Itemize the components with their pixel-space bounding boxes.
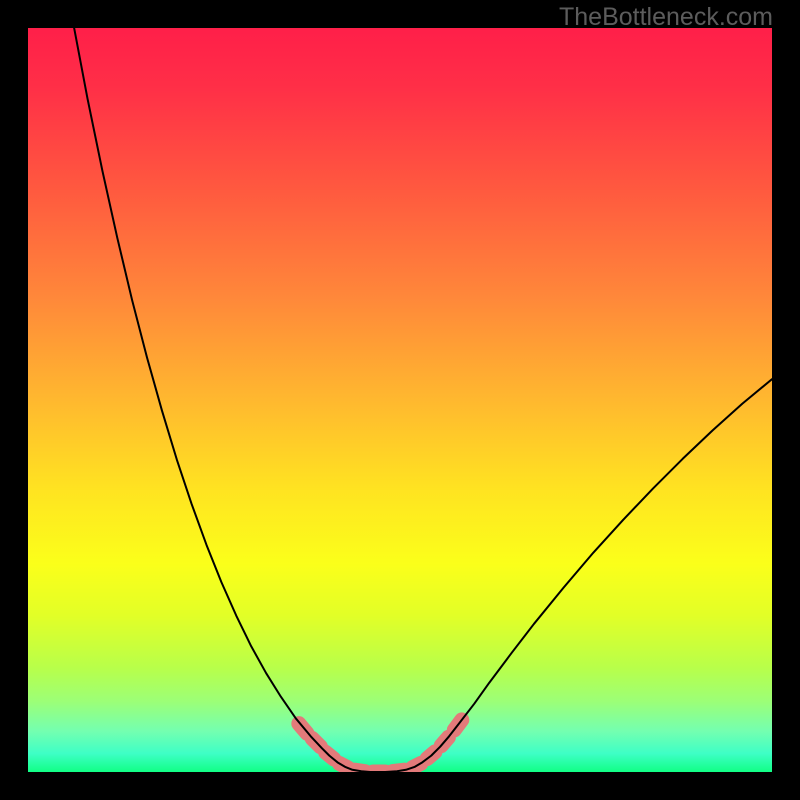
highlight-markers xyxy=(299,720,462,772)
bottleneck-curve xyxy=(74,28,772,772)
watermark-text: TheBottleneck.com xyxy=(559,3,773,32)
plot-area xyxy=(28,28,772,772)
curve-layer xyxy=(28,28,772,772)
